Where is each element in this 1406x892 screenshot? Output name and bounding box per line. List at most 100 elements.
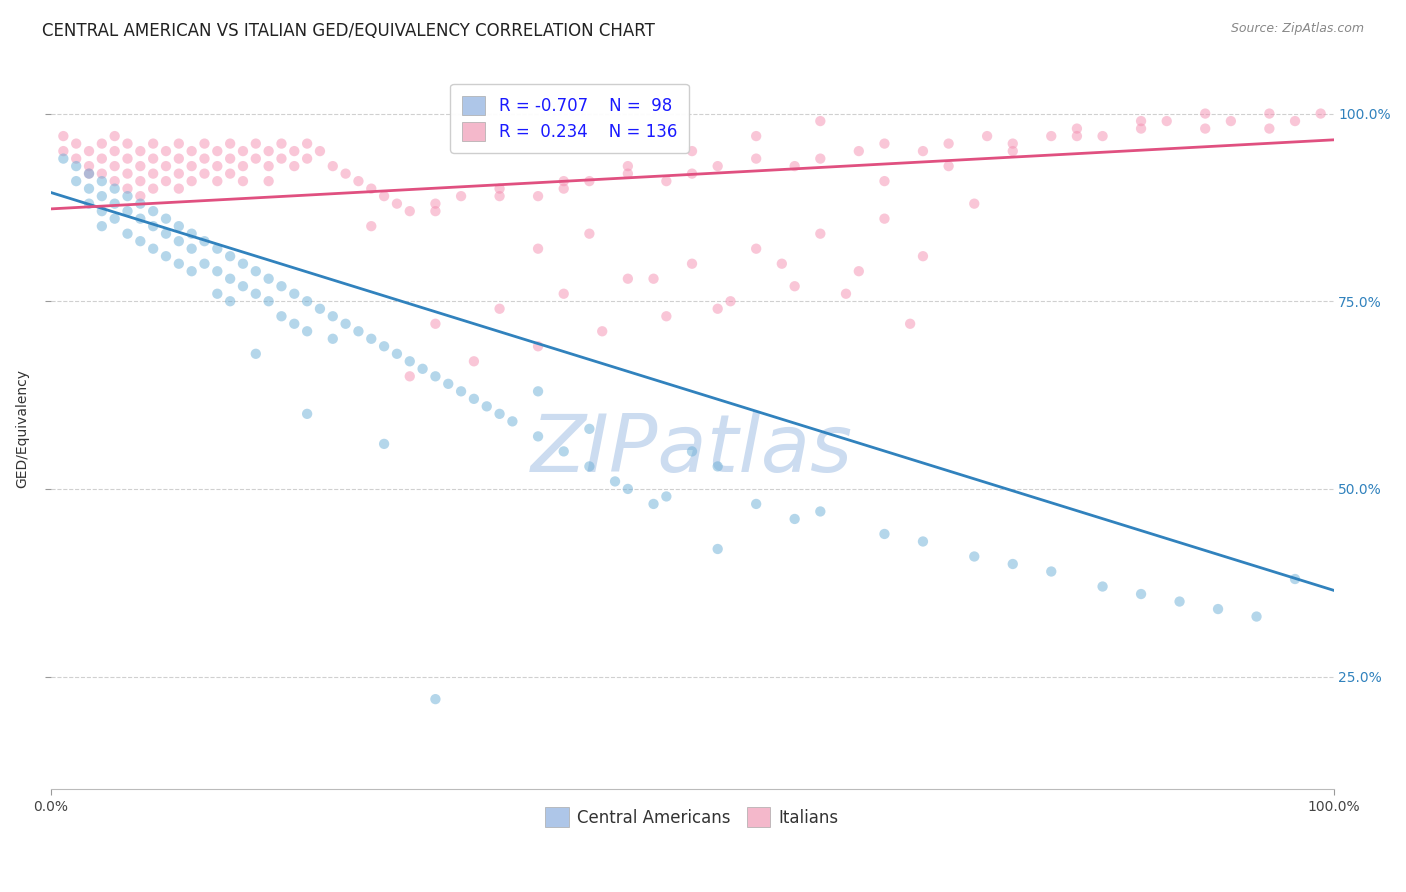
- Point: [655, 174, 678, 188]
- Point: [193, 152, 215, 166]
- Point: [591, 324, 613, 338]
- Point: [167, 136, 190, 151]
- Point: [52, 144, 75, 158]
- Point: [129, 144, 152, 158]
- Point: [167, 257, 190, 271]
- Point: [219, 152, 242, 166]
- Point: [90, 152, 112, 166]
- Point: [385, 347, 408, 361]
- Point: [335, 317, 357, 331]
- Point: [437, 376, 460, 391]
- Point: [104, 196, 127, 211]
- Point: [360, 181, 382, 195]
- Point: [643, 271, 665, 285]
- Point: [1001, 144, 1024, 158]
- Point: [207, 264, 229, 278]
- Point: [835, 286, 858, 301]
- Point: [245, 152, 267, 166]
- Point: [553, 286, 575, 301]
- Point: [617, 482, 640, 496]
- Point: [167, 152, 190, 166]
- Point: [1168, 594, 1191, 608]
- Point: [1194, 121, 1216, 136]
- Point: [117, 181, 139, 195]
- Point: [911, 249, 934, 263]
- Point: [104, 181, 127, 195]
- Point: [412, 361, 434, 376]
- Point: [207, 174, 229, 188]
- Point: [142, 181, 165, 195]
- Point: [873, 211, 896, 226]
- Point: [720, 294, 742, 309]
- Point: [257, 159, 280, 173]
- Point: [232, 279, 254, 293]
- Point: [155, 159, 177, 173]
- Point: [963, 196, 986, 211]
- Point: [232, 257, 254, 271]
- Point: [373, 189, 395, 203]
- Point: [578, 422, 600, 436]
- Point: [976, 129, 998, 144]
- Point: [501, 414, 523, 428]
- Point: [1130, 114, 1153, 128]
- Point: [155, 249, 177, 263]
- Point: [848, 144, 870, 158]
- Point: [617, 167, 640, 181]
- Point: [90, 174, 112, 188]
- Point: [193, 167, 215, 181]
- Point: [245, 264, 267, 278]
- Point: [180, 264, 202, 278]
- Point: [527, 189, 550, 203]
- Point: [207, 144, 229, 158]
- Point: [180, 174, 202, 188]
- Point: [450, 384, 472, 399]
- Point: [90, 189, 112, 203]
- Point: [270, 136, 292, 151]
- Point: [373, 437, 395, 451]
- Point: [232, 174, 254, 188]
- Point: [129, 189, 152, 203]
- Point: [463, 354, 485, 368]
- Point: [347, 324, 370, 338]
- Point: [527, 339, 550, 353]
- Point: [360, 219, 382, 234]
- Point: [283, 159, 305, 173]
- Point: [450, 189, 472, 203]
- Point: [90, 219, 112, 234]
- Point: [783, 279, 806, 293]
- Legend: Central Americans, Italians: Central Americans, Italians: [537, 799, 848, 835]
- Point: [1066, 121, 1088, 136]
- Point: [398, 369, 420, 384]
- Point: [617, 271, 640, 285]
- Point: [488, 189, 510, 203]
- Point: [603, 475, 626, 489]
- Point: [257, 174, 280, 188]
- Point: [425, 204, 447, 219]
- Point: [643, 497, 665, 511]
- Point: [129, 211, 152, 226]
- Point: [283, 286, 305, 301]
- Point: [527, 384, 550, 399]
- Point: [681, 257, 703, 271]
- Point: [1194, 106, 1216, 120]
- Point: [77, 159, 100, 173]
- Point: [1091, 129, 1114, 144]
- Point: [808, 227, 831, 241]
- Point: [193, 257, 215, 271]
- Point: [155, 227, 177, 241]
- Point: [257, 294, 280, 309]
- Point: [219, 136, 242, 151]
- Point: [104, 174, 127, 188]
- Point: [1284, 114, 1306, 128]
- Point: [360, 332, 382, 346]
- Point: [488, 407, 510, 421]
- Point: [617, 159, 640, 173]
- Point: [232, 144, 254, 158]
- Point: [425, 317, 447, 331]
- Point: [295, 294, 318, 309]
- Point: [488, 181, 510, 195]
- Point: [655, 490, 678, 504]
- Text: ZIPatlas: ZIPatlas: [531, 411, 853, 490]
- Point: [207, 242, 229, 256]
- Point: [783, 512, 806, 526]
